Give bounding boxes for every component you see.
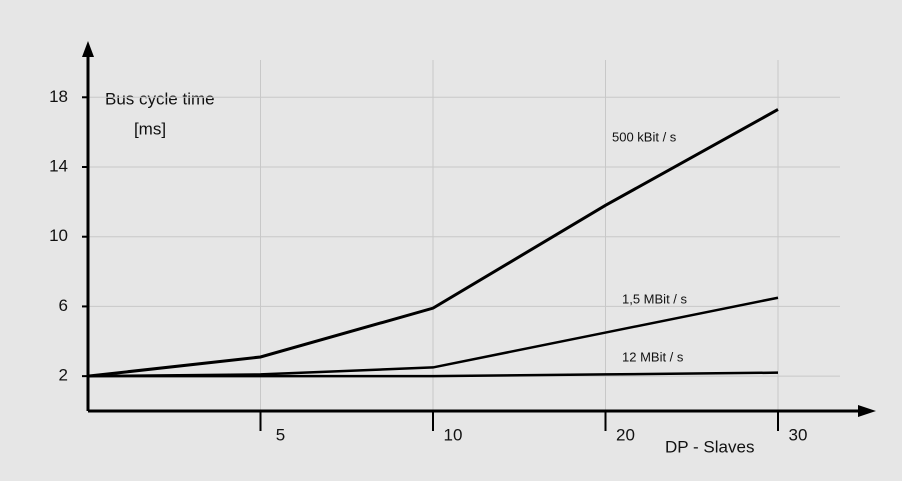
series-line xyxy=(87,108,779,378)
series-label: 1,5 MBit / s xyxy=(622,291,688,306)
y-tick-label: 6 xyxy=(59,296,68,315)
y-axis-label: [ms] xyxy=(134,119,166,138)
x-tick-label: 10 xyxy=(444,425,463,444)
series-line xyxy=(88,371,779,378)
x-tick-label: 30 xyxy=(789,425,808,444)
x-tick-label: 5 xyxy=(276,425,285,444)
x-tick-label: 20 xyxy=(616,425,635,444)
y-tick-label: 14 xyxy=(49,156,68,175)
x-axis-arrow xyxy=(858,405,876,417)
series-label: 12 MBit / s xyxy=(622,349,684,364)
y-axis-label: Bus cycle time xyxy=(105,89,215,108)
y-tick-label: 18 xyxy=(49,87,68,106)
y-axis-arrow xyxy=(82,41,94,57)
y-tick-label: 2 xyxy=(59,366,68,385)
y-tick-label: 10 xyxy=(49,226,68,245)
series-label: 500 kBit / s xyxy=(612,129,677,144)
x-axis-label: DP - Slaves xyxy=(665,437,754,456)
